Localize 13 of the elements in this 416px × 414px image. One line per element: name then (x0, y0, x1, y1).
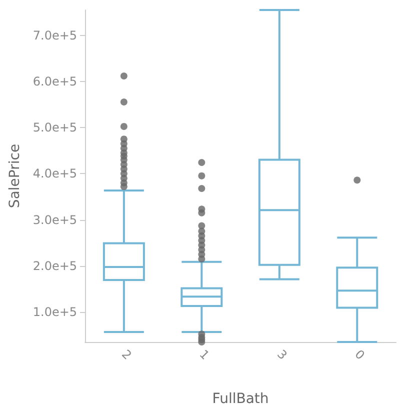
y-tick-label: 3.0e+5 (32, 212, 78, 227)
x-tick-label: 0 (352, 347, 368, 362)
x-axis-title: FullBath (212, 391, 269, 407)
x-tick-label: 3 (274, 347, 290, 362)
x-tick-label: 1 (196, 347, 212, 362)
x-tick-label: 2 (118, 347, 134, 362)
y-tick-label: 6.0e+5 (32, 74, 78, 88)
y-tick-label: 5.0e+5 (32, 120, 78, 135)
y-tick-label: 7.0e+5 (32, 28, 78, 42)
y-tick-label: 4.0e+5 (32, 166, 78, 181)
y-tick-label: 2.0e+5 (32, 258, 78, 273)
y-axis-title: SalePrice (7, 144, 23, 208)
y-tick-label: 1.0e+5 (32, 304, 78, 319)
